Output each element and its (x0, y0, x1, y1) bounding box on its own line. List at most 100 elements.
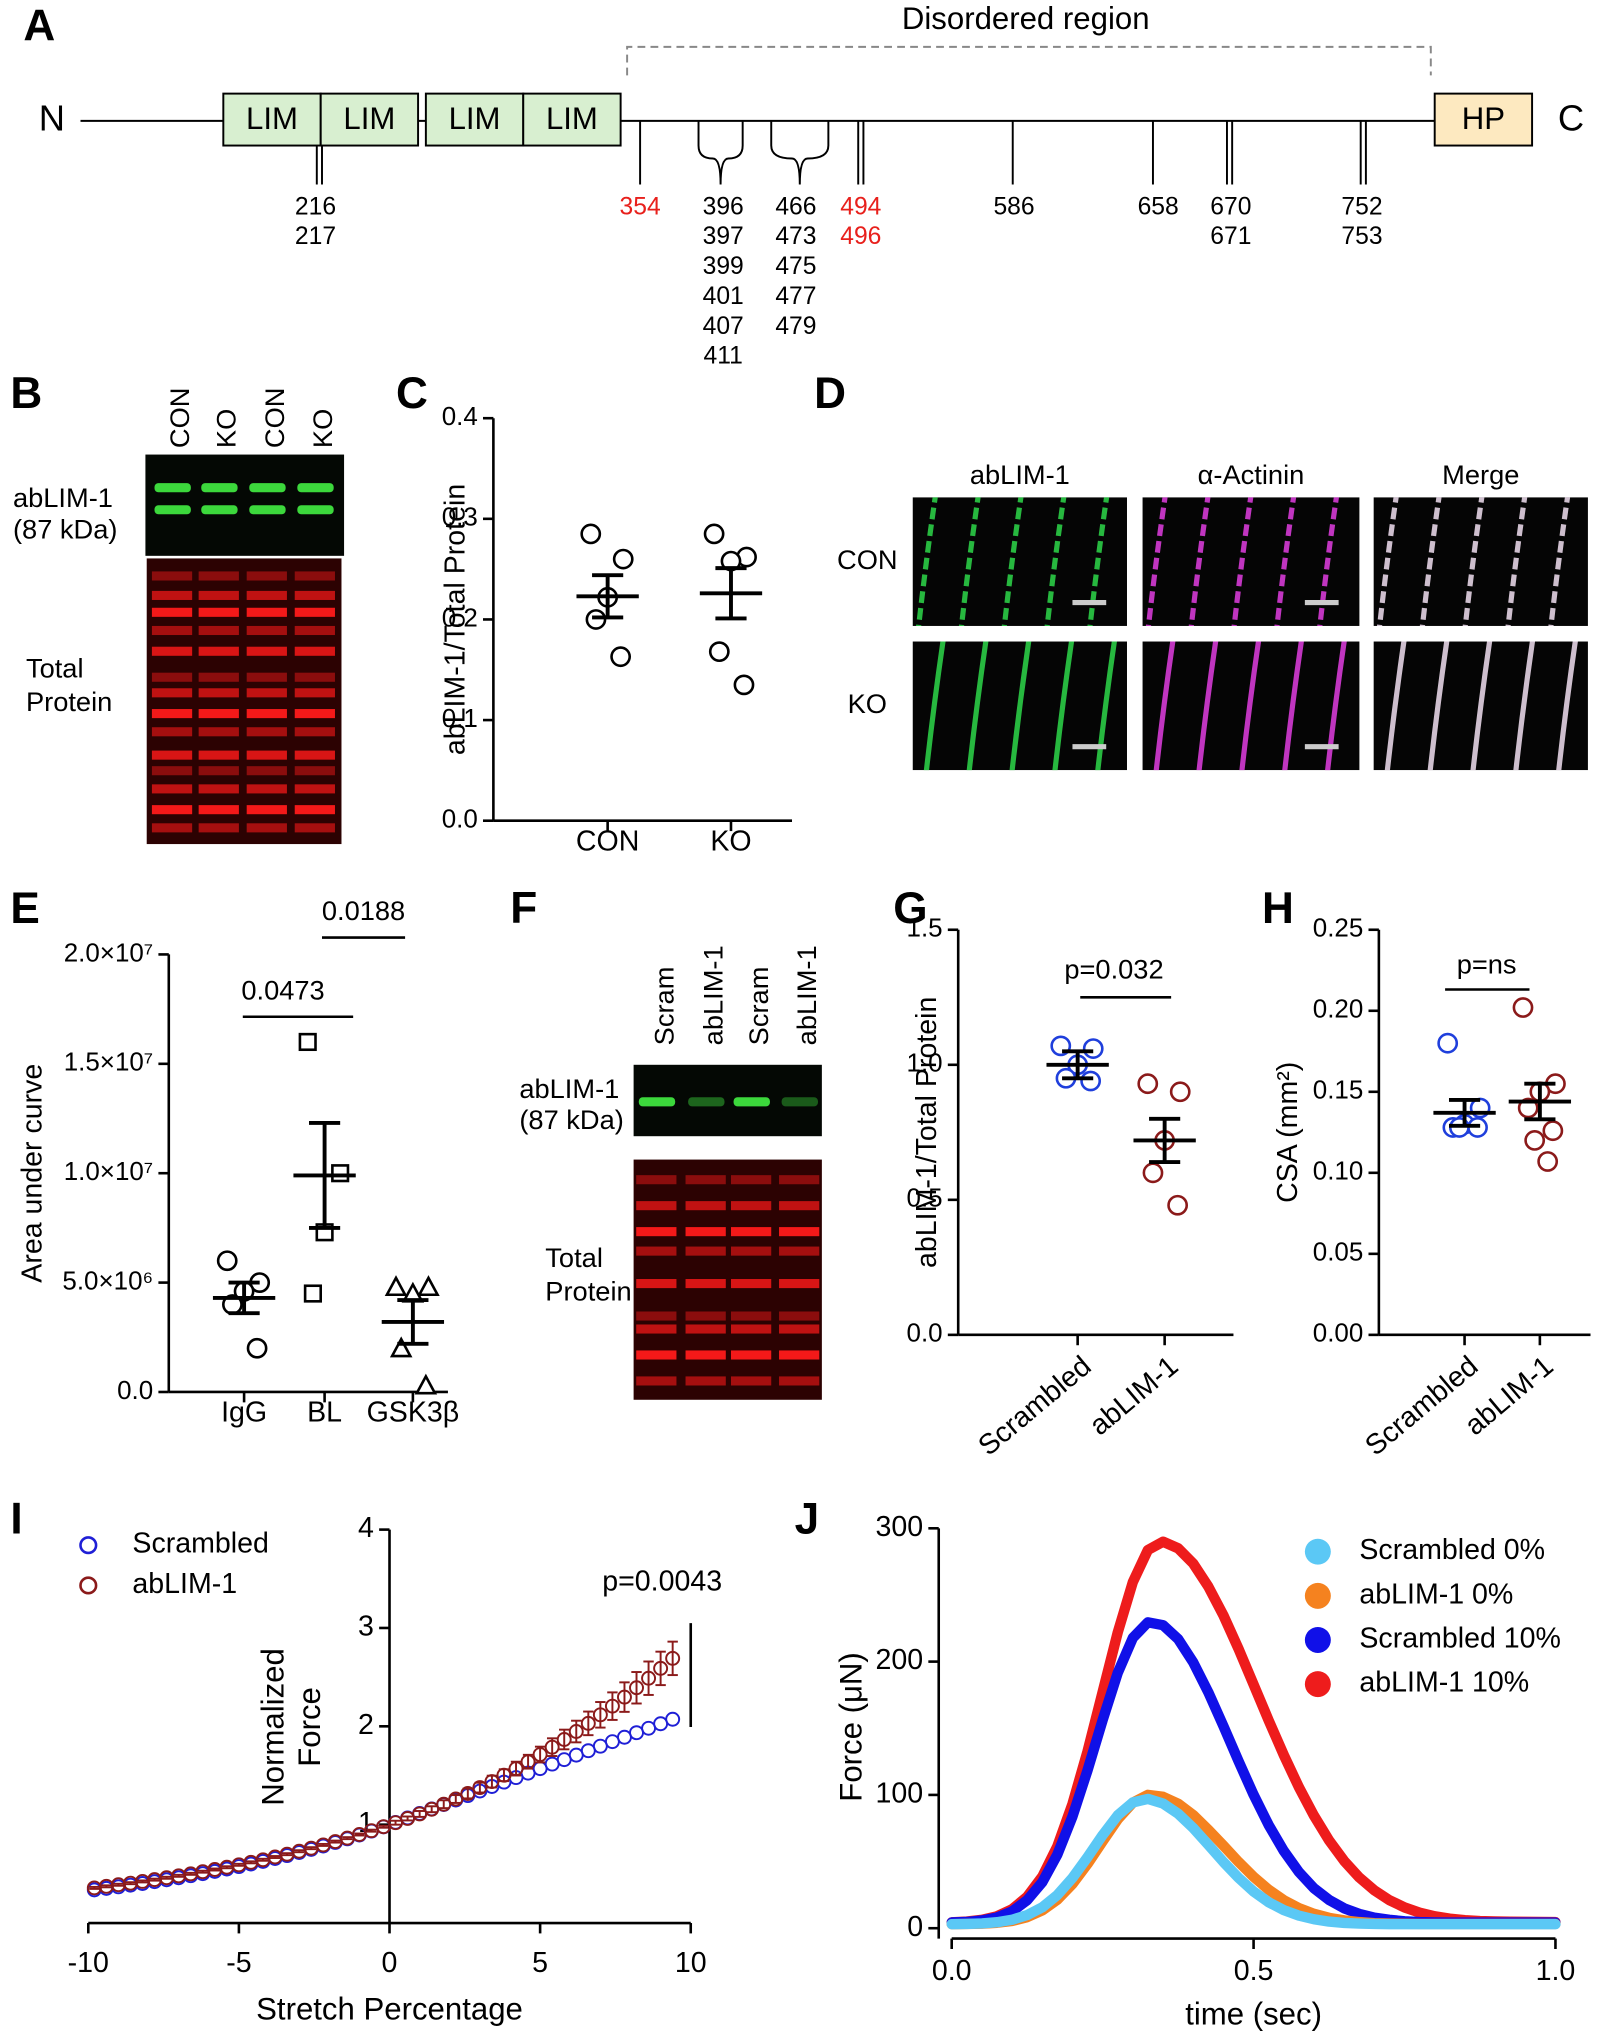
striation (1087, 497, 1110, 626)
band (198, 805, 239, 815)
significance-label: 0.0473 (241, 974, 324, 1005)
category-label: BL (307, 1397, 342, 1429)
y-tick-label: 0.3 (442, 502, 478, 532)
striation (1556, 641, 1578, 771)
data-point (544, 1756, 560, 1772)
total-blot (146, 558, 342, 845)
band (636, 1376, 677, 1386)
domain-label: HP (1462, 101, 1505, 136)
band (246, 823, 287, 833)
band (779, 1324, 820, 1334)
panel-label: A (23, 1, 55, 50)
x-axis-label: time (sec) (1185, 1997, 1322, 2032)
y-tick-label: 1.5 (907, 913, 943, 943)
band (151, 590, 193, 600)
band (246, 607, 287, 617)
legend-marker (79, 1576, 98, 1595)
site-label: 399 (703, 253, 744, 280)
domain-label: LIM (546, 101, 598, 136)
site-label: 397 (703, 223, 744, 250)
domain-label: LIM (343, 101, 395, 136)
x-tick-label: -5 (226, 1947, 251, 1979)
site-label: 658 (1138, 193, 1179, 220)
x-tick-label: 5 (532, 1947, 548, 1979)
data-point (448, 1791, 464, 1807)
band (151, 727, 193, 737)
band (685, 1350, 726, 1360)
band (730, 1175, 772, 1185)
legend-marker (1304, 1671, 1331, 1698)
band (733, 1097, 770, 1107)
band (636, 1227, 677, 1237)
legend-label: abLIM-1 (132, 1568, 237, 1600)
striations (1384, 641, 1578, 771)
band (294, 805, 335, 815)
data-point (417, 1275, 440, 1297)
band (294, 750, 335, 760)
domain-box (1433, 92, 1534, 147)
data-point (629, 1680, 644, 1696)
band (636, 1201, 677, 1211)
significance-label: 0.0188 (322, 895, 405, 926)
band (249, 483, 286, 493)
site-label: 752 (1341, 193, 1382, 220)
data-point (556, 1732, 572, 1747)
striation (1325, 641, 1347, 771)
striations (916, 497, 1110, 626)
band-label: (87 kDa) (519, 1104, 624, 1135)
significance-label: p=0.032 (1064, 954, 1163, 985)
data-point (641, 1670, 657, 1686)
band (246, 766, 287, 776)
data-point (708, 641, 730, 663)
striations (1145, 497, 1340, 626)
category-label: IgG (221, 1397, 267, 1429)
band (198, 766, 239, 776)
y-tick-label: 2.0×10⁷ (64, 937, 154, 967)
band (294, 727, 335, 737)
site-label: 396 (703, 193, 744, 220)
y-tick-label: 1.5×10⁷ (64, 1047, 154, 1077)
band (151, 784, 193, 794)
striation (1505, 497, 1528, 626)
band (297, 505, 334, 515)
category-label: abLIM-1 (1084, 1350, 1185, 1442)
column-label: α-Actinin (1198, 459, 1305, 490)
x-tick-label: 0.5 (1234, 1955, 1274, 1987)
data-point (592, 1738, 608, 1754)
striation (966, 641, 989, 771)
band (685, 1246, 726, 1256)
data-point (604, 1698, 620, 1714)
y-tick-label: 3 (358, 1611, 374, 1643)
data-point (1524, 1130, 1546, 1151)
y-tick-label: 0.0 (117, 1375, 153, 1405)
data-point (424, 1801, 440, 1817)
data-point (580, 523, 602, 545)
band (294, 688, 335, 698)
data-point (298, 1032, 317, 1052)
band (246, 805, 287, 815)
y-tick-label: 300 (876, 1511, 924, 1543)
data-point (1437, 1032, 1459, 1054)
panel-label: I (10, 1494, 22, 1543)
legend-marker (1304, 1582, 1331, 1609)
band (730, 1227, 772, 1237)
x-tick-label: 1.0 (1536, 1955, 1576, 1987)
lane-label: Scram (648, 967, 679, 1046)
legend-marker (79, 1536, 98, 1555)
striations (1376, 497, 1571, 626)
data-point (1080, 1070, 1102, 1092)
y-tick-label: 0.0 (442, 804, 478, 834)
band (779, 1227, 820, 1237)
band (636, 1175, 677, 1185)
y-tick-label: 2 (358, 1709, 374, 1741)
striation (1095, 641, 1117, 771)
striation (1188, 497, 1211, 626)
category-label: GSK3β (367, 1397, 460, 1429)
site-label: 216 (295, 193, 336, 220)
domain-label: LIM (449, 101, 501, 136)
y-tick-label: 0.25 (1313, 913, 1364, 943)
annotation: p=0.0043 (602, 1565, 722, 1597)
y-tick-label: 0 (907, 1911, 923, 1943)
site-label: 354 (620, 193, 661, 220)
site-label: 494 (840, 193, 881, 220)
